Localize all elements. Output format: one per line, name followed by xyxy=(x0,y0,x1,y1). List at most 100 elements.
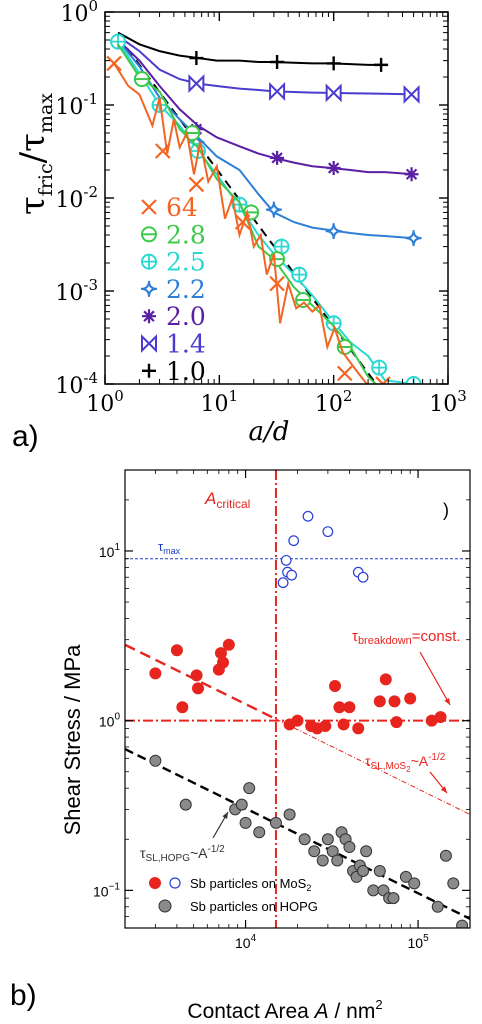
data-point xyxy=(434,711,447,724)
series-marker-2.5 xyxy=(371,359,388,376)
y-tick-label: 10-1 xyxy=(55,90,98,120)
legend-label: 2.0 xyxy=(166,302,206,331)
data-point xyxy=(388,695,401,708)
data-point xyxy=(404,692,417,705)
panel-label-a: a) xyxy=(12,420,39,453)
data-point xyxy=(447,877,460,890)
data-point xyxy=(390,716,403,729)
series-marker-64 xyxy=(154,143,171,159)
x-tick-label: 103 xyxy=(429,387,467,417)
series-marker-2.5 xyxy=(110,33,127,50)
x-tick-label: 105 xyxy=(408,933,430,951)
data-point-open xyxy=(288,535,300,547)
series-marker-64 xyxy=(375,376,391,384)
data-point xyxy=(343,701,356,714)
data-point xyxy=(431,900,444,913)
legend-marker-filled xyxy=(158,899,172,913)
tau-breakdown-label: τbreakdown=const. xyxy=(352,628,461,647)
series-marker-2.2 xyxy=(405,230,422,247)
legend-item-64: 64 xyxy=(141,193,198,222)
hopg-fit-line xyxy=(125,748,470,920)
legend-marker-1.0 xyxy=(142,363,156,378)
series-marker-1.4 xyxy=(188,74,205,93)
x-tick-label: 100 xyxy=(86,387,124,417)
data-point xyxy=(190,669,203,682)
svg-text:τfric/τmax: τfric/τmax xyxy=(13,93,57,215)
data-point xyxy=(439,849,452,862)
data-point xyxy=(149,667,162,680)
data-point-open xyxy=(322,526,334,538)
x-tick-label: 104 xyxy=(235,933,257,951)
data-point-open xyxy=(286,569,298,581)
series-line-2.5 xyxy=(117,41,414,384)
data-point xyxy=(373,865,386,878)
a-critical-label: Acritical xyxy=(204,489,250,511)
legend-label: 1.0 xyxy=(166,357,206,386)
panel-label-b: b) xyxy=(10,979,37,1012)
chart-b-ticks: 104 105 10−1 100 101 xyxy=(93,469,471,951)
series-marker-2.5 xyxy=(273,238,290,255)
chart-a-x-axis-label: a/d xyxy=(249,417,290,447)
series-marker-64 xyxy=(269,275,285,292)
legend-label: 2.5 xyxy=(166,248,206,277)
x-tick-label: 102 xyxy=(315,387,353,417)
y-tick-label: 100 xyxy=(60,0,98,27)
data-point xyxy=(337,718,350,731)
chart-a-plot-area xyxy=(106,31,422,384)
data-point xyxy=(319,720,332,733)
chart-a-y-axis-label: τfric/τmax xyxy=(13,93,57,215)
data-point-open xyxy=(280,554,292,566)
x-tick-label: 101 xyxy=(201,387,239,417)
panel-b-corner-mark: ) xyxy=(443,500,449,520)
legend-marker-open xyxy=(169,877,181,889)
tau-sl-mos2-label: τSL,MoS2~A-1/2 xyxy=(365,752,446,774)
legend-item-1.4: 1.4 xyxy=(141,330,206,359)
chart-b-annotations: Acritical τmax τbreakdown=const. τSL,MoS2~A… xyxy=(140,489,461,864)
series-marker-2.8 xyxy=(295,292,312,309)
chart-b-y-axis-label: Shear Stress / MPa xyxy=(60,644,85,836)
legend-item-2.0: 2.0 xyxy=(142,302,206,331)
data-point xyxy=(291,714,304,727)
series-line-2.2 xyxy=(117,39,414,240)
data-point xyxy=(367,884,380,897)
data-point xyxy=(308,845,321,858)
series-marker-64 xyxy=(336,365,353,382)
data-point xyxy=(331,854,344,867)
y-tick-label: 10-4 xyxy=(55,369,98,399)
y-tick-label: 10-2 xyxy=(55,183,98,213)
legend-label: Sb particles on MoS2 xyxy=(190,876,311,893)
data-point xyxy=(360,845,373,858)
data-point-open xyxy=(277,577,289,589)
data-point xyxy=(243,782,256,795)
legend-marker-filled xyxy=(149,877,161,889)
series-line-64 xyxy=(113,62,369,384)
series-marker-2.2 xyxy=(265,201,282,218)
data-point xyxy=(239,816,252,829)
legend-marker-64 xyxy=(141,199,157,215)
data-point xyxy=(179,798,192,811)
legend-item-hopg: Sb particles on HOPG xyxy=(158,899,318,914)
series-marker-2.0 xyxy=(326,161,341,176)
chart-a-ticks: 100 101 102 103 100 10-1 10-2 10-3 10-4 xyxy=(55,0,466,417)
mos2-fit-line xyxy=(125,643,277,721)
data-point xyxy=(408,877,421,890)
data-point xyxy=(217,656,230,669)
ylabel-sub2: max xyxy=(35,93,57,133)
data-point xyxy=(333,701,346,714)
ylabel-sub1: fric xyxy=(35,163,57,196)
data-point xyxy=(253,826,266,839)
legend-marker-2.2 xyxy=(140,280,158,297)
series-marker-1.4 xyxy=(269,81,286,101)
series-marker-2.8 xyxy=(133,71,150,88)
series-marker-2.2 xyxy=(325,223,342,240)
series-marker-2.0 xyxy=(270,150,285,165)
data-point xyxy=(357,865,370,878)
legend-label: 64 xyxy=(166,193,198,222)
legend-item-2.8: 2.8 xyxy=(141,220,206,249)
data-point xyxy=(222,638,235,651)
series-marker-1.0 xyxy=(270,54,285,69)
data-point xyxy=(343,841,356,854)
series-line-1.4 xyxy=(117,35,414,96)
ylabel-slash: /τ xyxy=(13,133,53,163)
